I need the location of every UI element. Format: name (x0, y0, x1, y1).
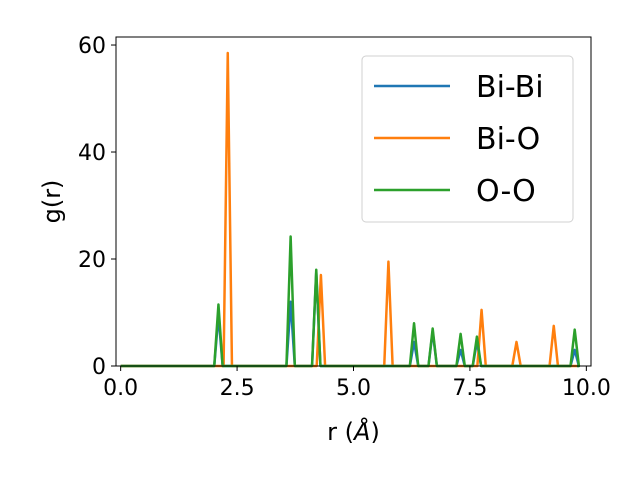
x-tick-label: 7.5 (452, 376, 487, 401)
y-axis-label: g(r) (38, 180, 66, 224)
series-line-bi-bi (120, 271, 581, 368)
legend-label-o-o: O-O (476, 174, 536, 209)
x-tick-label: 10.0 (562, 376, 611, 401)
y-tick-label: 0 (92, 355, 106, 380)
x-tick-label: 0.0 (103, 376, 138, 401)
x-tick-label: 2.5 (220, 376, 255, 401)
y-tick-label: 60 (78, 34, 106, 59)
x-axis-label: r (Å) (327, 417, 380, 446)
legend-label-bi-bi: Bi-Bi (476, 70, 544, 105)
ticks-layer: 0.0 2.5 5.0 7.5 10.0 0 20 40 60 (78, 34, 611, 401)
y-tick-label: 20 (78, 248, 106, 273)
x-tick-label: 5.0 (336, 376, 371, 401)
legend-box (361, 55, 574, 223)
legend: Bi-Bi Bi-O O-O (361, 55, 574, 223)
y-tick-label: 40 (78, 141, 106, 166)
series-line-o-o (120, 235, 581, 368)
legend-label-bi-o: Bi-O (476, 122, 540, 157)
